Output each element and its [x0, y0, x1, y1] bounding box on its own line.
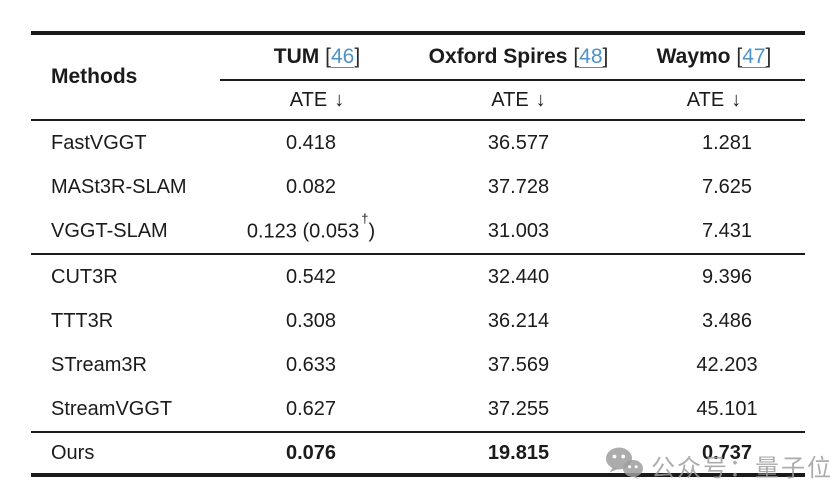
- results-table: Methods TUM [46] Oxford Spires [48] Waym…: [31, 31, 805, 477]
- ate-value-waymo: 42.203: [696, 353, 758, 376]
- ate-value-waymo: 45.101: [696, 397, 758, 420]
- ate-value-waymo: 1.281: [701, 131, 753, 154]
- method-name: FastVGGT: [51, 131, 147, 154]
- dataset-header-waymo: Waymo [47]: [623, 35, 805, 81]
- bracket-open: [: [736, 45, 743, 68]
- method-name: MASt3R-SLAM: [51, 175, 187, 198]
- metric-label: ATE: [491, 88, 529, 111]
- down-arrow-icon: ↓: [535, 88, 546, 111]
- ate-value-oxford: 37.569: [487, 353, 550, 376]
- group-divider-rule: [31, 253, 805, 255]
- metric-label: ATE: [289, 88, 328, 111]
- ate-value-waymo: 7.431: [701, 219, 753, 242]
- ate-value-oxford: 19.815: [487, 441, 550, 464]
- citation-link[interactable]: 48: [579, 45, 603, 68]
- ate-value-tum: 0.308: [285, 309, 337, 332]
- ate-value-oxford: 37.255: [487, 397, 550, 420]
- metric-header-oxford-spires: ATE ↓: [414, 81, 623, 119]
- ate-value-waymo: 3.486: [701, 309, 753, 332]
- table-row: CUT3R 0.542 32.440 9.396: [31, 255, 805, 299]
- ate-value-oxford: 37.728: [487, 175, 550, 198]
- ate-value-oxford: 32.440: [487, 265, 550, 288]
- ate-value-tum: 0.633: [285, 353, 337, 376]
- ate-value-tum: 0.082: [285, 175, 337, 198]
- table-row: STream3R 0.633 37.569 42.203: [31, 343, 805, 387]
- ate-value-tum: 0.076: [285, 441, 337, 464]
- bracket-close: ]: [602, 45, 609, 68]
- header-body-rule: [31, 119, 805, 121]
- ate-value-waymo: 0.737: [701, 441, 753, 464]
- ate-value-oxford: 36.577: [487, 131, 550, 154]
- dataset-name: Waymo: [656, 45, 731, 68]
- metric-header-waymo: ATE ↓: [623, 81, 805, 119]
- table-header: Methods TUM [46] Oxford Spires [48] Waym…: [31, 35, 805, 119]
- methods-column-header: Methods: [51, 65, 138, 88]
- citation-link[interactable]: 47: [742, 45, 766, 68]
- method-name: StreamVGGT: [51, 397, 173, 420]
- citation-link[interactable]: 46: [330, 45, 355, 68]
- bracket-close: ]: [354, 45, 361, 68]
- table-row: FastVGGT 0.418 36.577 1.281: [31, 121, 805, 165]
- metric-header-tum: ATE ↓: [220, 81, 414, 119]
- ate-value-tum: 0.418: [285, 131, 337, 154]
- method-name: TTT3R: [51, 309, 114, 332]
- metric-label: ATE: [686, 88, 725, 111]
- method-name: VGGT-SLAM: [51, 219, 168, 242]
- ate-value-oxford: 36.214: [487, 309, 550, 332]
- bracket-open: [: [325, 45, 331, 68]
- ate-value-tum: 0.542: [285, 265, 337, 288]
- ate-value-waymo: 7.625: [701, 175, 753, 198]
- down-arrow-icon: ↓: [334, 88, 345, 111]
- dataset-name: TUM: [273, 45, 320, 68]
- table-top-rule: [31, 31, 805, 35]
- table-bottom-rule: [31, 473, 805, 477]
- method-name: STream3R: [51, 353, 147, 376]
- ate-value-tum: 0.627: [285, 397, 337, 420]
- bracket-open: [: [573, 45, 580, 68]
- dataset-header-tum: TUM [46]: [220, 35, 414, 81]
- ate-value-oxford: 31.003: [487, 219, 550, 242]
- dagger-footnote-marker: †: [361, 211, 369, 227]
- dataset-header-oxford-spires: Oxford Spires [48]: [414, 35, 623, 81]
- method-name: Ours: [51, 441, 95, 464]
- table-row: VGGT-SLAM 0.123 (0.053†) 31.003 7.431: [31, 209, 805, 253]
- table-row: TTT3R 0.308 36.214 3.486: [31, 299, 805, 343]
- table-row-ours: Ours 0.076 19.815 0.737: [31, 433, 805, 473]
- ate-value-tum: 0.123 (0.053†): [246, 211, 376, 243]
- ate-value-waymo: 9.396: [701, 265, 753, 288]
- down-arrow-icon: ↓: [731, 88, 742, 111]
- method-name: CUT3R: [51, 265, 118, 288]
- table-row: StreamVGGT 0.627 37.255 45.101: [31, 387, 805, 431]
- bracket-close: ]: [765, 45, 772, 68]
- group-divider-rule: [31, 431, 805, 433]
- dataset-name: Oxford Spires: [428, 45, 568, 68]
- table-row: MASt3R-SLAM 0.082 37.728 7.625: [31, 165, 805, 209]
